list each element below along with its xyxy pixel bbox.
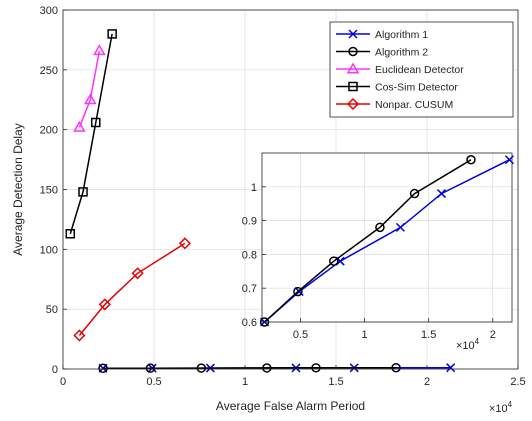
data-point-algorithm-2 bbox=[196, 363, 207, 373]
inset-y-tick-label: 0.8 bbox=[242, 249, 257, 261]
y-tick-label: 250 bbox=[40, 65, 58, 77]
x-tick-label: 2.5 bbox=[510, 376, 525, 388]
x-axis-multiplier: ×104 bbox=[489, 400, 513, 415]
inset-x-axis-multiplier-base: ×10 bbox=[456, 340, 475, 352]
legend-swatch-marker bbox=[346, 97, 360, 111]
x-tick-label: 0 bbox=[60, 376, 66, 388]
inset-x-tick-label: 1 bbox=[362, 329, 368, 341]
main-tick-labels: 0 0.5 1 1.5 2 2.5 0 50 100 150 200 250 300 bbox=[40, 5, 526, 388]
series-cos-sim-detector bbox=[65, 29, 117, 239]
inset-data-point-algorithm-1 bbox=[395, 222, 405, 232]
legend-label: Algorithm 2 bbox=[375, 47, 428, 59]
inset-data-point-algorithm-2 bbox=[293, 286, 303, 297]
data-point-cos-sim-detector bbox=[91, 117, 101, 128]
x-axis-multiplier-exponent: 4 bbox=[508, 400, 513, 409]
legend: Algorithm 1 Algorithm 2 Euclidean Detector… bbox=[329, 21, 514, 118]
inset-tick-labels: 0.5 1 1.5 2 0.6 0.7 0.8 0.9 1 bbox=[242, 182, 496, 341]
legend-entry-algorithm-1: Algorithm 1 bbox=[336, 29, 428, 41]
data-point-algorithm-2 bbox=[262, 363, 272, 373]
x-axis-multiplier-base: ×10 bbox=[489, 403, 508, 415]
x-axis-label: Average False Alarm Period bbox=[216, 399, 365, 413]
legend-label: Cos-Sim Detector bbox=[375, 82, 458, 94]
data-point-algorithm-1 bbox=[446, 363, 456, 373]
x-tick-label: 1.5 bbox=[328, 376, 343, 388]
legend-swatch-marker bbox=[348, 46, 358, 57]
inset-y-tick-label: 0.9 bbox=[242, 216, 257, 228]
legend-label: Nonpar. CUSUM bbox=[375, 99, 453, 111]
y-tick-label: 50 bbox=[46, 304, 58, 316]
inset-data-point-algorithm-2 bbox=[329, 256, 339, 266]
y-axis-label: Average Detection Delay bbox=[11, 123, 25, 256]
inset-series-line-algorithm-2 bbox=[264, 159, 472, 323]
main-series-group bbox=[65, 29, 456, 374]
legend-swatch-marker bbox=[348, 29, 358, 39]
inset-data-point-algorithm-1 bbox=[436, 189, 447, 199]
inset-data-point-algorithm-2 bbox=[466, 155, 476, 165]
data-point-euclidean-detector bbox=[84, 93, 97, 105]
legend-entry-euclidean-detector: Euclidean Detector bbox=[336, 62, 464, 76]
inset-data-point-algorithm-2 bbox=[409, 188, 420, 199]
inset-y-tick-label: 0.6 bbox=[242, 317, 257, 329]
x-tick-label: 0.5 bbox=[146, 376, 161, 388]
legend-label: Algorithm 1 bbox=[375, 29, 428, 41]
legend-entries: Algorithm 1 Algorithm 2 Euclidean Detector… bbox=[336, 29, 464, 111]
series-line-algorithm-2 bbox=[102, 366, 397, 370]
inset-series-algorithm-2 bbox=[259, 155, 476, 327]
inset-x-tick-label: 2 bbox=[490, 329, 496, 341]
y-tick-label: 150 bbox=[40, 184, 58, 196]
inset-x-axis-multiplier: ×104 bbox=[456, 337, 480, 352]
legend-swatch-marker bbox=[346, 62, 360, 74]
series-algorithm-2 bbox=[98, 362, 401, 374]
data-point-euclidean-detector bbox=[73, 120, 86, 132]
legend-entry-cos-sim-detector: Cos-Sim Detector bbox=[336, 82, 458, 94]
inset-x-tick-label: 0.5 bbox=[293, 329, 308, 341]
inset-x-axis-multiplier-exponent: 4 bbox=[475, 337, 480, 346]
legend-entry-algorithm-2: Algorithm 2 bbox=[336, 47, 428, 59]
series-euclidean-detector bbox=[73, 44, 106, 132]
inset-series-group bbox=[259, 155, 514, 327]
inset-y-tick-label: 0.7 bbox=[242, 283, 257, 295]
data-point-cos-sim-detector bbox=[107, 29, 117, 39]
data-point-algorithm-2 bbox=[98, 363, 108, 374]
inset-plot-background bbox=[262, 153, 512, 322]
inset-plot-frame bbox=[261, 152, 513, 323]
series-line-nonpar-cusum bbox=[78, 242, 186, 336]
data-point-algorithm-2 bbox=[391, 362, 401, 373]
y-tick-label: 300 bbox=[40, 5, 58, 17]
y-tick-label: 200 bbox=[40, 125, 58, 137]
series-nonpar-cusum bbox=[73, 237, 192, 342]
x-tick-label: 1 bbox=[242, 376, 248, 388]
series-line-euclidean-detector bbox=[78, 50, 101, 128]
data-point-nonpar-cusum bbox=[131, 267, 144, 280]
legend-swatch-marker bbox=[348, 81, 358, 92]
x-tick-label: 2 bbox=[424, 376, 430, 388]
data-point-cos-sim-detector bbox=[78, 187, 88, 197]
data-point-cos-sim-detector bbox=[65, 229, 76, 239]
inset-plot: 0.5 1 1.5 2 0.6 0.7 0.8 0.9 1 ×104 bbox=[242, 152, 514, 352]
data-point-nonpar-cusum bbox=[98, 298, 111, 311]
data-point-euclidean-detector bbox=[93, 44, 106, 56]
data-point-nonpar-cusum bbox=[73, 329, 86, 342]
data-point-nonpar-cusum bbox=[178, 237, 192, 250]
inset-y-tick-label: 1 bbox=[251, 182, 257, 194]
data-point-algorithm-2 bbox=[311, 363, 321, 373]
series-line-cos-sim-detector bbox=[69, 33, 113, 235]
inset-data-point-algorithm-2 bbox=[375, 222, 385, 233]
legend-entry-nonpar-cusum: Nonpar. CUSUM bbox=[336, 97, 453, 111]
y-tick-label: 0 bbox=[52, 364, 58, 376]
legend-label: Euclidean Detector bbox=[375, 64, 464, 76]
inset-x-tick-label: 1.5 bbox=[421, 329, 436, 341]
y-tick-label: 100 bbox=[40, 244, 58, 256]
